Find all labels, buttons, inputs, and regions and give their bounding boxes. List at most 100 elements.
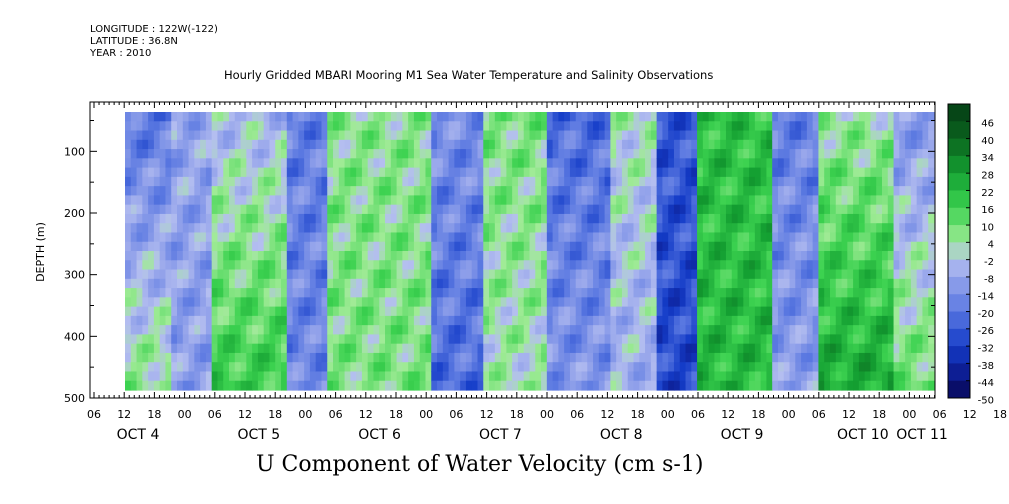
heatmap-cell [223,334,230,345]
heatmap-cell [315,213,323,224]
heatmap-cell [413,315,421,326]
heatmap-cell [223,251,230,261]
heatmap-cell [194,176,201,187]
heatmap-cell [442,352,450,363]
heatmap-cell [876,167,883,178]
heatmap-cell [673,121,681,132]
heatmap-cell [269,241,276,252]
heatmap-cell [159,241,167,252]
heatmap-cell [783,204,791,215]
heatmap-cell [535,362,542,373]
heatmap-cell [905,139,912,150]
heatmap-cell [211,315,219,326]
heatmap-cell [835,297,843,308]
x-hour-label: 12 [600,408,614,421]
heatmap-cell [171,297,178,308]
heatmap-cell [425,278,432,289]
heatmap-cell [465,380,473,391]
heatmap-cell [853,306,860,317]
heatmap-cell [928,130,935,141]
heatmap-cell [777,334,785,345]
heatmap-cell [737,260,744,271]
heatmap-cell [390,288,398,298]
heatmap-cell [529,176,536,187]
heatmap-cell [338,158,346,169]
heatmap-cell [379,204,386,215]
x-hour-label: 00 [902,408,916,421]
heatmap-cell [893,362,900,373]
heatmap-cell [639,380,646,391]
heatmap-cell [454,380,461,391]
heatmap-cell [806,232,814,243]
heatmap-cell [390,204,398,215]
heatmap-cell [541,158,548,169]
heatmap-cell [494,306,502,317]
heatmap-cell [177,167,184,178]
heatmap-cell [437,334,444,345]
heatmap-cell [142,315,149,326]
heatmap-cell [569,352,577,363]
heatmap-cell [829,371,837,382]
heatmap-cell [529,288,536,298]
heatmap-cell [454,241,461,252]
heatmap-cell [858,176,866,187]
heatmap-cell [182,260,190,271]
heatmap-cell [621,343,629,354]
heatmap-cell [419,149,427,159]
heatmap-cell [616,176,623,187]
heatmap-cell [754,112,762,122]
heatmap-cell [593,278,600,289]
heatmap-cell [668,139,675,150]
heatmap-cell [437,325,444,335]
heatmap-cell [587,223,594,234]
heatmap-cell [812,158,820,169]
heatmap-cell [136,260,143,271]
heatmap-cell [454,315,461,326]
heatmap-cell [743,149,750,159]
heatmap-cell [188,362,195,373]
heatmap-cell [529,362,536,373]
heatmap-cell [252,121,259,132]
heatmap-cell [795,306,802,317]
heatmap-cell [211,121,219,132]
heatmap-cell [437,343,444,354]
heatmap-cell [413,251,421,261]
heatmap-cell [281,297,288,308]
heatmap-cell [598,343,606,354]
heatmap-cell [171,158,178,169]
heatmap-cell [229,112,236,122]
heatmap-cell [650,186,658,196]
heatmap-cell [240,223,247,234]
heatmap-cell [801,260,808,271]
heatmap-cell [477,288,484,298]
heatmap-cell [234,297,242,308]
heatmap-cell [697,223,704,234]
heatmap-cell [754,352,762,363]
heatmap-cell [673,186,681,196]
heatmap-cell [593,297,600,308]
heatmap-cell [685,269,692,280]
heatmap-cell [211,139,219,150]
heatmap-cell [402,297,409,308]
heatmap-cell [413,149,421,159]
heatmap-cell [159,176,167,187]
heatmap-cell [402,139,409,150]
heatmap-cell [396,130,403,141]
heatmap-cell [697,204,704,215]
heatmap-cell [864,380,872,391]
heatmap-cell [390,241,398,252]
heatmap-cell [223,112,230,122]
heatmap-cell [321,260,328,271]
heatmap-cell [535,352,542,363]
heatmap-cell [564,121,571,132]
heatmap-cell [593,241,600,252]
heatmap-cell [668,343,675,354]
heatmap-cell [818,176,825,187]
heatmap-cell [824,195,831,206]
heatmap-cell [783,325,791,335]
heatmap-cell [668,362,675,373]
heatmap-cell [656,112,664,122]
heatmap-cell [604,223,611,234]
heatmap-cell [743,121,750,132]
heatmap-cell [749,176,756,187]
